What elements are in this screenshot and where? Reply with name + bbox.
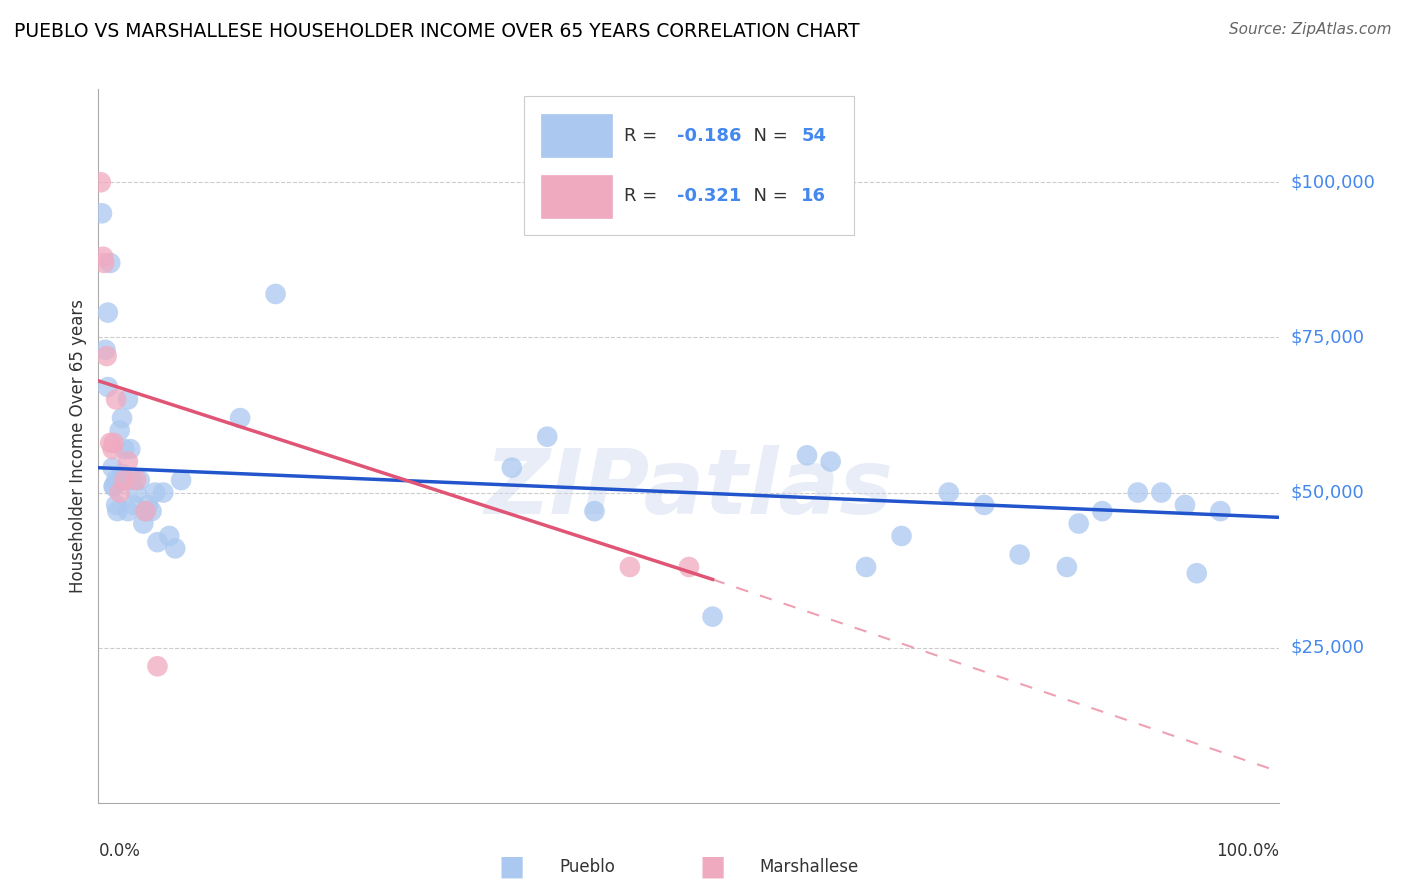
Point <box>111 467 134 481</box>
Point <box>112 473 135 487</box>
Point <box>702 609 724 624</box>
Point <box>141 504 163 518</box>
Point <box>121 473 143 487</box>
Point <box>111 411 134 425</box>
Point <box>94 343 117 357</box>
Text: 16: 16 <box>801 187 827 205</box>
Text: -0.186: -0.186 <box>678 127 741 145</box>
Point <box>165 541 187 556</box>
Point <box>103 436 125 450</box>
Point <box>1008 548 1031 562</box>
Point <box>135 504 157 518</box>
Point <box>796 448 818 462</box>
FancyBboxPatch shape <box>523 96 855 235</box>
FancyBboxPatch shape <box>541 114 612 157</box>
Point <box>101 460 124 475</box>
Text: -0.321: -0.321 <box>678 187 741 205</box>
Text: Source: ZipAtlas.com: Source: ZipAtlas.com <box>1229 22 1392 37</box>
Point <box>678 560 700 574</box>
Point <box>96 349 118 363</box>
Point <box>97 380 120 394</box>
Text: 100.0%: 100.0% <box>1216 842 1279 860</box>
Point <box>105 498 128 512</box>
Point <box>117 504 139 518</box>
Point <box>132 516 155 531</box>
Text: ■: ■ <box>699 853 725 881</box>
Text: ■: ■ <box>499 853 524 881</box>
Point <box>820 454 842 468</box>
Point <box>105 473 128 487</box>
FancyBboxPatch shape <box>541 175 612 218</box>
Point <box>1185 566 1208 581</box>
Point <box>90 175 112 189</box>
Text: Marshallese: Marshallese <box>759 858 859 876</box>
Point <box>501 460 523 475</box>
Text: ZIPatlas: ZIPatlas <box>485 445 893 533</box>
Point <box>170 473 193 487</box>
Text: 0.0%: 0.0% <box>98 842 141 860</box>
Point <box>136 498 159 512</box>
Point <box>93 256 115 270</box>
Text: PUEBLO VS MARSHALLESE HOUSEHOLDER INCOME OVER 65 YEARS CORRELATION CHART: PUEBLO VS MARSHALLESE HOUSEHOLDER INCOME… <box>14 22 859 41</box>
Point <box>264 287 287 301</box>
Point <box>855 560 877 574</box>
Text: $75,000: $75,000 <box>1291 328 1365 346</box>
Text: $25,000: $25,000 <box>1291 639 1365 657</box>
Text: 54: 54 <box>801 127 827 145</box>
Point <box>125 485 148 500</box>
Point <box>1067 516 1090 531</box>
Point <box>91 206 114 220</box>
Point <box>146 535 169 549</box>
Text: Pueblo: Pueblo <box>560 858 614 876</box>
Point <box>890 529 912 543</box>
Text: $100,000: $100,000 <box>1291 173 1375 191</box>
Point <box>152 485 174 500</box>
Point <box>112 473 135 487</box>
Point <box>619 560 641 574</box>
Point <box>1174 498 1197 512</box>
Point <box>98 436 121 450</box>
Point <box>157 529 180 543</box>
Point <box>101 442 124 456</box>
Point <box>973 498 995 512</box>
Point <box>1150 485 1173 500</box>
Point <box>112 442 135 456</box>
Text: $50,000: $50,000 <box>1291 483 1364 501</box>
Point <box>117 392 139 407</box>
Point <box>146 659 169 673</box>
Point <box>135 504 157 518</box>
Point <box>120 442 142 456</box>
Point <box>1056 560 1078 574</box>
Point <box>103 479 125 493</box>
Point <box>105 504 128 518</box>
Point <box>143 485 166 500</box>
Text: N =: N = <box>742 187 793 205</box>
Text: R =: R = <box>624 187 664 205</box>
Point <box>938 485 960 500</box>
Point <box>1091 504 1114 518</box>
Point <box>122 498 145 512</box>
Point <box>128 473 150 487</box>
Point <box>1209 504 1232 518</box>
Point <box>97 305 120 319</box>
Point <box>1126 485 1149 500</box>
Point <box>103 479 125 493</box>
Point <box>117 454 139 468</box>
Point <box>108 485 131 500</box>
Point <box>536 430 558 444</box>
Point <box>98 256 121 270</box>
Point <box>125 473 148 487</box>
Text: R =: R = <box>624 127 664 145</box>
Point <box>105 392 128 407</box>
Point <box>583 504 606 518</box>
Point <box>229 411 252 425</box>
Point <box>108 424 131 438</box>
Y-axis label: Householder Income Over 65 years: Householder Income Over 65 years <box>69 299 87 593</box>
Point <box>91 250 114 264</box>
Text: N =: N = <box>742 127 793 145</box>
